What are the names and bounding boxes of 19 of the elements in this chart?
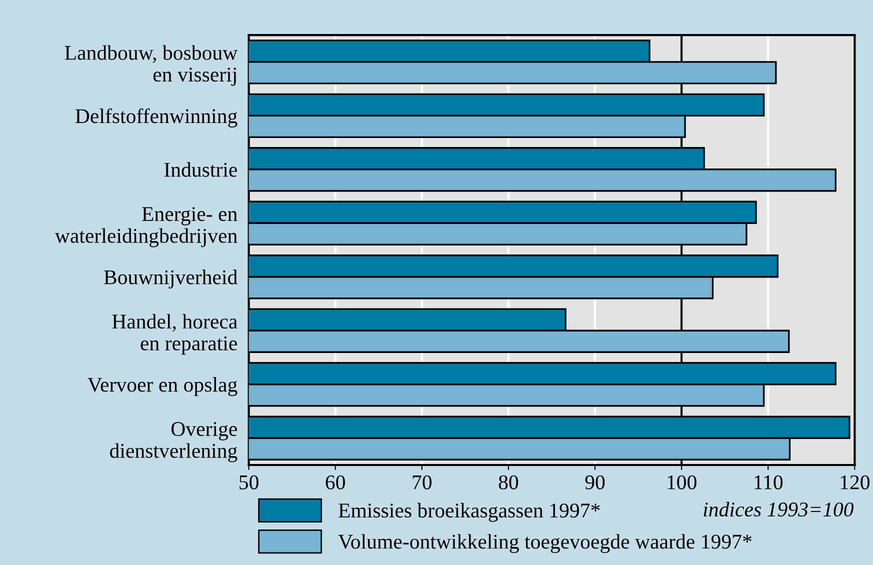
y-tick-label: Overige dienstverlening xyxy=(110,422,238,462)
y-tick-label: Energie- en waterleidingbedrijven xyxy=(54,207,238,248)
x-tick-label: 90 xyxy=(585,475,605,490)
x-tick-label: 110 xyxy=(754,475,783,490)
legend-label: Volume-ontwikkeling toegevoegde waarde 1997* xyxy=(338,534,752,554)
y-tick-label: Handel, horeca en reparatie xyxy=(112,314,238,355)
legend-label: Emissies broeikasgassen 1997* xyxy=(338,502,600,522)
y-tick-label: Vervoer en opslag xyxy=(88,377,238,396)
x-tick-label: 80 xyxy=(498,475,518,490)
y-tick-label: Delfstoffenwinning xyxy=(76,108,238,128)
text: indices 1993=100 xyxy=(704,502,854,517)
y-tick-label: Bouwnijverheid xyxy=(104,270,238,289)
x-tick-label: 70 xyxy=(412,475,432,490)
x-tick-label: 120 xyxy=(840,475,870,490)
y-tick-label: Industrie xyxy=(164,162,237,177)
x-tick-label: 60 xyxy=(326,475,345,490)
x-tick-label: 100 xyxy=(668,475,696,490)
y-tick-label: Landbouw, bosbouw en visserij xyxy=(64,45,238,86)
x-tick-label: 50 xyxy=(240,475,258,490)
